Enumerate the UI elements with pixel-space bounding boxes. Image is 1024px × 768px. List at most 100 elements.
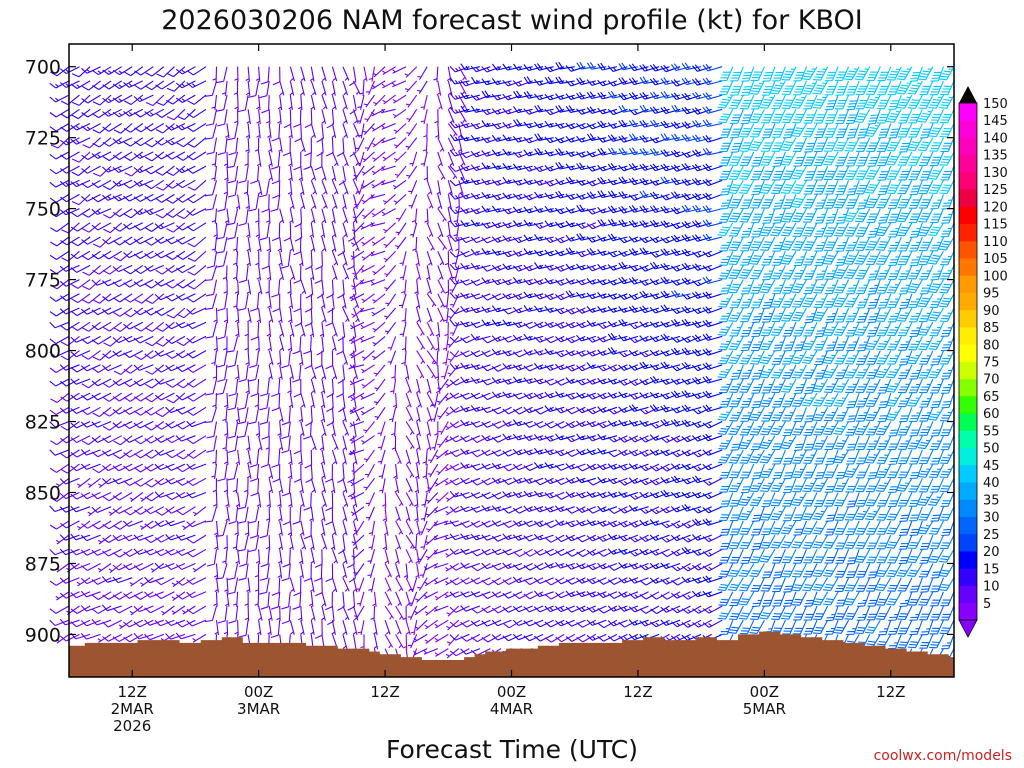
- wind-barb: [481, 264, 502, 272]
- wind-barb: [760, 336, 776, 351]
- wind-barb: [212, 364, 218, 380]
- wind-barb: [887, 194, 902, 209]
- wind-barb: [728, 279, 744, 294]
- credit-link[interactable]: coolwx.com/models: [874, 748, 1012, 764]
- wind-barb: [628, 133, 649, 142]
- wind-barb: [702, 421, 723, 429]
- wind-barb: [512, 406, 533, 415]
- wind-barb: [145, 293, 165, 304]
- wind-barb: [771, 378, 786, 394]
- wind-barb: [741, 66, 755, 82]
- wind-barb: [886, 279, 902, 294]
- colorbar-swatch: [959, 430, 977, 448]
- wind-barb: [426, 222, 434, 237]
- wind-barb: [855, 222, 871, 237]
- wind-barb: [702, 605, 723, 614]
- wind-barb: [772, 463, 786, 480]
- wind-barb: [940, 605, 955, 621]
- wind-barb: [112, 151, 133, 161]
- wind-barb: [381, 66, 396, 75]
- wind-barb: [759, 350, 776, 365]
- wind-barb: [81, 236, 101, 245]
- wind-barb: [303, 563, 312, 582]
- wind-barb: [628, 505, 649, 512]
- wind-barb: [523, 91, 544, 99]
- wind-barb: [886, 165, 902, 180]
- wind-barb: [353, 563, 365, 577]
- wind-barb: [460, 305, 481, 313]
- wind-barb: [449, 449, 470, 458]
- wind-barb: [565, 321, 586, 329]
- wind-barb: [670, 506, 691, 513]
- wind-barb: [338, 393, 346, 413]
- wind-barb: [760, 137, 776, 152]
- wind-barb: [102, 250, 122, 260]
- wind-barb: [246, 109, 251, 125]
- wind-barb: [919, 392, 934, 408]
- wind-barb: [342, 577, 350, 592]
- wind-barb: [908, 336, 923, 351]
- wind-barb: [791, 534, 807, 549]
- wind-barb: [383, 222, 396, 234]
- wind-barb: [405, 407, 414, 422]
- wind-barb: [845, 236, 860, 252]
- wind-barb: [97, 563, 112, 573]
- wind-barb: [844, 577, 860, 592]
- wind-barb: [181, 605, 196, 615]
- wind-barb: [941, 520, 955, 537]
- wind-barb: [866, 321, 881, 337]
- wind-barb: [165, 492, 186, 501]
- wind-barb: [449, 292, 470, 299]
- wind-barb: [288, 293, 294, 309]
- wind-barb: [444, 251, 450, 267]
- wind-barb: [887, 307, 902, 323]
- wind-barb: [342, 605, 350, 621]
- wind-barb: [740, 222, 755, 238]
- wind-barb: [772, 449, 786, 465]
- wind-barb: [222, 549, 228, 565]
- chart-title: 2026030206 NAM forecast wind profile (kt…: [161, 5, 863, 36]
- wind-barb: [382, 506, 388, 522]
- wind-barb: [803, 180, 818, 195]
- wind-barb: [321, 463, 326, 479]
- wind-barb: [822, 577, 839, 592]
- wind-barb: [145, 94, 165, 107]
- wind-barb: [718, 109, 734, 124]
- wind-barb: [702, 563, 723, 572]
- wind-barb: [222, 407, 228, 423]
- wind-barb: [460, 362, 481, 370]
- wind-barb: [217, 109, 228, 127]
- wind-barb: [886, 392, 902, 407]
- wind-barb: [123, 463, 144, 472]
- wind-barb: [670, 264, 691, 272]
- wind-barb: [555, 264, 575, 272]
- wind-barb: [227, 435, 239, 453]
- wind-barb: [325, 563, 334, 583]
- wind-barb: [555, 492, 575, 500]
- wind-barb: [186, 435, 207, 445]
- wind-barb: [824, 194, 839, 209]
- wind-barb: [261, 251, 270, 270]
- wind-barb: [929, 80, 945, 96]
- wind-barb: [133, 279, 154, 287]
- wind-barb: [123, 435, 144, 443]
- wind-barb: [299, 520, 305, 536]
- wind-barb: [319, 435, 325, 451]
- wind-barb: [899, 293, 913, 309]
- wind-barb: [123, 179, 144, 189]
- wind-barb: [866, 137, 881, 152]
- wind-barb: [331, 66, 338, 82]
- wind-barb: [702, 119, 723, 128]
- wind-barb: [470, 563, 491, 572]
- wind-barb: [681, 591, 702, 600]
- wind-barb: [155, 208, 175, 219]
- wind-barb: [226, 463, 239, 481]
- wind-barb: [293, 435, 302, 455]
- wind-barb: [470, 548, 491, 557]
- colorbar-swatch: [959, 171, 977, 190]
- wind-barb: [825, 336, 839, 352]
- wind-barb: [728, 563, 744, 578]
- wind-barb: [394, 165, 407, 179]
- wind-barb: [217, 194, 228, 212]
- colorbar-label: 110: [983, 235, 1008, 250]
